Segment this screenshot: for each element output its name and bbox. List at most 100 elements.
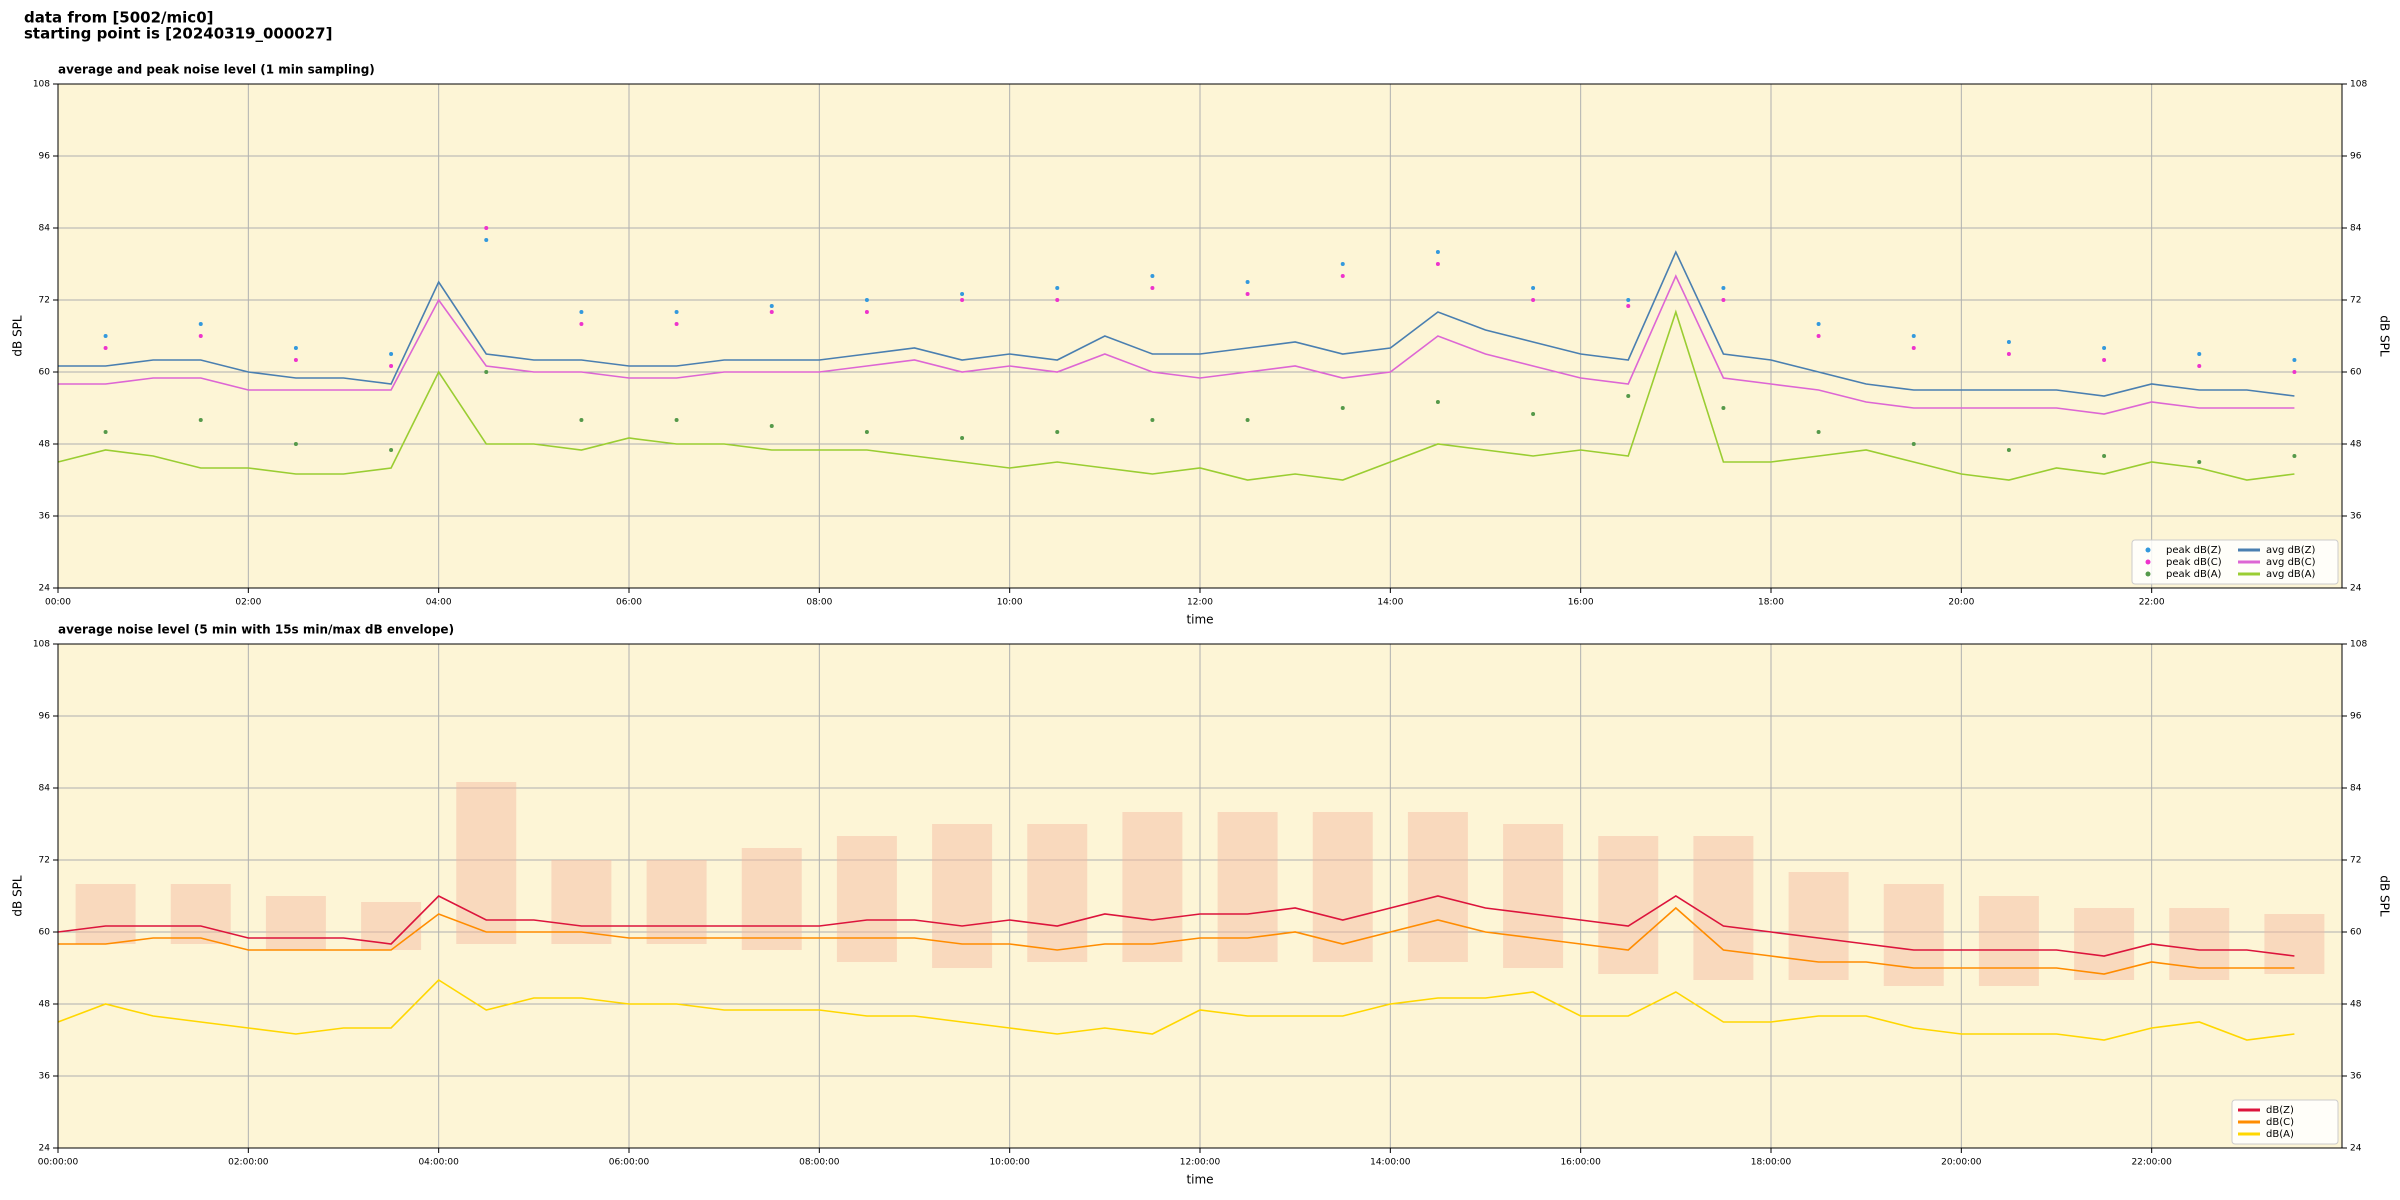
- peak-point: [2102, 454, 2107, 458]
- peak-point: [2292, 454, 2297, 458]
- peak-point: [769, 304, 774, 308]
- x-tick-label: 02:00: [235, 598, 261, 608]
- y-tick-label: 60: [39, 368, 51, 378]
- x-tick-label: 12:00: [1187, 598, 1213, 608]
- peak-point: [103, 346, 108, 350]
- series-line: [57, 309, 2295, 481]
- peak-point: [293, 442, 298, 446]
- x-tick-label: 22:00: [2139, 598, 2165, 608]
- y-tick-label: 96: [39, 712, 51, 722]
- peak-point: [2197, 364, 2202, 368]
- legend-label: avg dB(C): [2266, 557, 2316, 568]
- y2-tick-label: 24: [2350, 584, 2362, 594]
- peak-point: [484, 370, 489, 374]
- peak-point: [1435, 400, 1440, 404]
- y-axis-label: dB SPL: [11, 875, 25, 917]
- x-tick-label: 14:00: [1377, 598, 1403, 608]
- x-tick-label: 18:00: [1758, 598, 1784, 608]
- peak-point: [579, 322, 584, 326]
- peak-point: [293, 346, 298, 350]
- y2-tick-label: 72: [2350, 296, 2361, 306]
- peak-point: [769, 310, 774, 314]
- x-axis-label: time: [1186, 1173, 1213, 1187]
- series-line: [57, 978, 2295, 1041]
- y-tick-label: 108: [33, 640, 50, 650]
- peak-point: [2006, 340, 2011, 344]
- peak-point: [1150, 286, 1155, 290]
- legend-marker: [2145, 559, 2151, 565]
- y2-axis-label: dB SPL: [2378, 875, 2392, 917]
- peak-point: [1816, 430, 1821, 434]
- peak-point: [864, 298, 869, 302]
- y2-tick-label: 72: [2350, 856, 2361, 866]
- peak-point: [1911, 346, 1916, 350]
- peak-point: [2006, 448, 2011, 452]
- x-tick-label: 04:00: [426, 598, 452, 608]
- x-tick-label: 16:00: [1568, 598, 1594, 608]
- x-tick-label: 00:00: [45, 598, 71, 608]
- legend-marker: [2145, 547, 2151, 553]
- y-tick-label: 84: [39, 784, 51, 794]
- peak-point: [1626, 304, 1631, 308]
- peak-point: [1531, 298, 1536, 302]
- y-tick-label: 60: [39, 928, 51, 938]
- x-tick-label: 08:00: [806, 598, 832, 608]
- y-tick-label: 108: [33, 80, 50, 90]
- x-tick-label: 14:00:00: [1370, 1158, 1411, 1168]
- peak-point: [1055, 286, 1060, 290]
- peak-point: [2102, 358, 2107, 362]
- peak-point: [484, 226, 489, 230]
- peak-point: [103, 334, 108, 338]
- y-tick-label: 84: [39, 224, 51, 234]
- peak-point: [389, 352, 394, 356]
- y-axis-label: dB SPL: [11, 315, 25, 357]
- y2-tick-label: 108: [2350, 640, 2367, 650]
- y-tick-label: 48: [39, 1000, 51, 1010]
- peak-point: [2197, 352, 2202, 356]
- x-tick-label: 20:00:00: [1941, 1158, 1982, 1168]
- x-tick-label: 10:00: [997, 598, 1023, 608]
- y2-tick-label: 96: [2350, 712, 2362, 722]
- peak-point: [1245, 418, 1250, 422]
- y2-tick-label: 36: [2350, 1072, 2362, 1082]
- chart-title: average and peak noise level (1 min samp…: [58, 63, 375, 77]
- legend-label: dB(Z): [2266, 1105, 2294, 1116]
- legend-label: dB(C): [2266, 1117, 2294, 1128]
- y-tick-label: 48: [39, 440, 51, 450]
- peak-point: [1911, 442, 1916, 446]
- y2-tick-label: 48: [2350, 440, 2362, 450]
- x-tick-label: 08:00:00: [799, 1158, 840, 1168]
- y2-tick-label: 48: [2350, 1000, 2362, 1010]
- peak-point: [1150, 274, 1155, 278]
- y-tick-label: 96: [39, 152, 51, 162]
- legend-label: peak dB(C): [2166, 557, 2222, 568]
- peak-point: [2292, 370, 2297, 374]
- peak-point: [2292, 358, 2297, 362]
- peak-point: [1816, 322, 1821, 326]
- peak-point: [389, 364, 394, 368]
- peak-point: [2006, 352, 2011, 356]
- y2-tick-label: 84: [2350, 784, 2362, 794]
- peak-point: [674, 310, 679, 314]
- series-line: [58, 250, 2295, 397]
- y-tick-label: 36: [39, 1072, 51, 1082]
- x-tick-label: 12:00:00: [1180, 1158, 1221, 1168]
- x-tick-label: 00:00:00: [38, 1158, 79, 1168]
- x-tick-label: 16:00:00: [1560, 1158, 1601, 1168]
- peak-point: [1245, 280, 1250, 284]
- peak-point: [1816, 334, 1821, 338]
- legend-label: avg dB(A): [2266, 569, 2316, 580]
- x-tick-label: 22:00:00: [2131, 1158, 2172, 1168]
- peak-point: [960, 298, 965, 302]
- peak-point: [1626, 298, 1631, 302]
- peak-point: [579, 310, 584, 314]
- y2-tick-label: 96: [2350, 152, 2362, 162]
- peak-point: [389, 448, 394, 452]
- peak-point: [1340, 262, 1345, 266]
- x-tick-label: 04:00:00: [418, 1158, 459, 1168]
- peak-point: [198, 334, 203, 338]
- plot-frame: [57, 83, 2343, 589]
- peak-point: [1721, 286, 1726, 290]
- peak-point: [1055, 298, 1060, 302]
